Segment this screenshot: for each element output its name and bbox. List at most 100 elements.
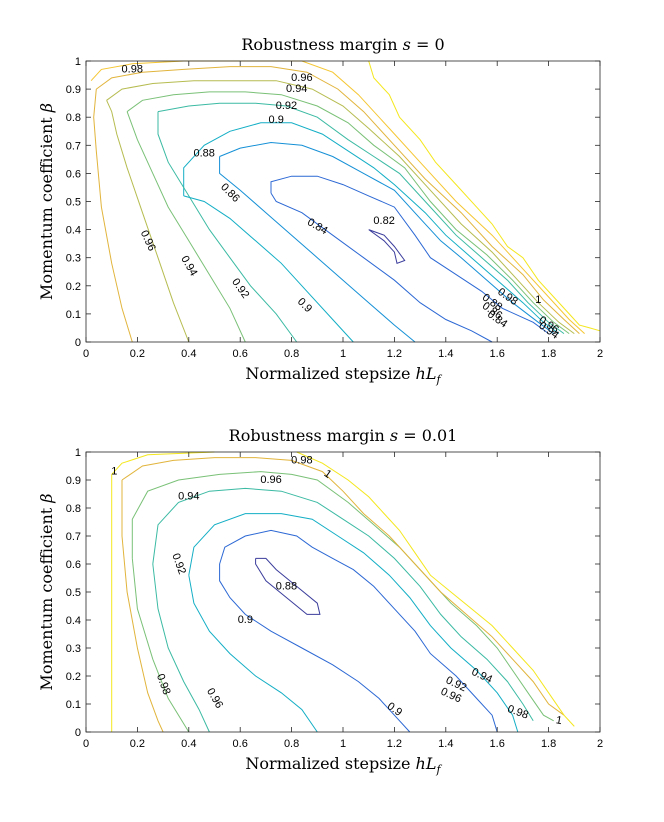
- contour-label: 1: [111, 466, 117, 478]
- y-tick-label: 0.7: [66, 140, 81, 152]
- contour-label: 0.86: [218, 181, 242, 205]
- contour-line: [188, 575, 318, 733]
- contour-label: 0.94: [286, 83, 307, 95]
- contour-label: 0.98: [154, 672, 173, 696]
- contour-line: [368, 60, 601, 332]
- contour-label: 0.9: [385, 700, 404, 719]
- contour-label: 0.98: [122, 63, 143, 75]
- contour-label: 0.9: [269, 114, 284, 126]
- contour-line: [270, 175, 549, 335]
- x-tick-label: 1.6: [490, 738, 505, 750]
- x-tick-label: 1: [340, 348, 346, 360]
- contour-line: [219, 564, 411, 733]
- y-tick-label: 0: [75, 337, 81, 349]
- contour-label: 0.94: [178, 491, 199, 503]
- contour-line: [219, 141, 554, 335]
- y-tick-label: 0.5: [66, 587, 81, 599]
- y-tick-label: 0.3: [66, 253, 81, 265]
- y-tick-label: 0.7: [66, 531, 81, 543]
- contour-line: [270, 192, 493, 343]
- x-axis-label: Normalized stepsize hLf: [245, 754, 442, 776]
- contour-line: [368, 229, 406, 264]
- x-tick-label: 1.8: [541, 738, 556, 750]
- contour-plot-top: 0.980.960.940.920.90.880.860.84 0.820.960…: [37, 35, 603, 386]
- x-tick-label: 1.4: [438, 738, 453, 750]
- contour-label: 0.96: [138, 229, 158, 253]
- x-tick-label: 2: [597, 348, 603, 360]
- contour-label: 0.96: [204, 686, 225, 711]
- contour-label: 1: [322, 468, 334, 481]
- x-tick-label: 0.4: [181, 738, 196, 750]
- contour-line: [229, 60, 585, 334]
- y-tick-label: 0.8: [66, 112, 81, 124]
- contour-label: 0.94: [470, 666, 494, 686]
- x-tick-label: 1.8: [541, 348, 556, 360]
- contour-line: [183, 122, 560, 335]
- y-tick-label: 0: [75, 727, 81, 739]
- contour-line: [131, 471, 554, 722]
- contour-line: [152, 487, 534, 722]
- chart-title: Robustness margin s = 0: [241, 35, 444, 54]
- contour-line: [126, 91, 570, 335]
- contour-label: 0.96: [260, 474, 281, 486]
- contour-label: 0.9: [295, 296, 314, 315]
- contour-line: [152, 563, 210, 733]
- x-tick-label: 1: [340, 738, 346, 750]
- contour-line: [106, 100, 190, 343]
- x-tick-label: 0.4: [181, 348, 196, 360]
- contour-label: 0.82: [373, 215, 394, 227]
- y-tick-label: 1: [75, 56, 81, 68]
- x-tick-label: 0: [83, 348, 89, 360]
- contour-label: 0.92: [169, 552, 188, 576]
- contour-label: 0.88: [276, 580, 297, 592]
- y-tick-label: 0.8: [66, 503, 81, 515]
- y-axis-label: Momentum coefficient β: [37, 103, 56, 300]
- x-tick-label: 2: [597, 738, 603, 750]
- contour-label: 0.9: [238, 614, 253, 626]
- y-tick-label: 0.4: [66, 225, 81, 237]
- y-tick-label: 0.1: [66, 699, 81, 711]
- contour-label: 0.84: [485, 308, 509, 330]
- contour-label: 1: [535, 294, 541, 306]
- x-tick-label: 1.2: [387, 348, 402, 360]
- x-tick-label: 0.2: [130, 738, 145, 750]
- y-tick-label: 1: [75, 447, 81, 459]
- contour-line: [96, 66, 580, 334]
- contour-label: 0.92: [276, 100, 297, 112]
- y-tick-label: 0.2: [66, 281, 81, 293]
- contour-line: [131, 558, 190, 733]
- contour-line: [121, 480, 164, 733]
- contour-line: [219, 529, 498, 733]
- contour-line: [106, 80, 575, 335]
- contour-label: 1: [555, 714, 563, 727]
- contour-line: [111, 451, 215, 732]
- x-axis-label: Normalized stepsize hLf: [245, 364, 442, 386]
- contour-label: 0.96: [291, 72, 312, 84]
- x-tick-label: 1.6: [490, 348, 505, 360]
- axes-box: [85, 60, 601, 343]
- y-tick-label: 0.9: [66, 475, 81, 487]
- x-tick-label: 0.8: [284, 348, 299, 360]
- contour-line: [219, 156, 416, 343]
- x-tick-label: 0.6: [233, 738, 248, 750]
- contour-line: [121, 457, 565, 716]
- y-tick-label: 0.6: [66, 559, 81, 571]
- y-tick-label: 0.1: [66, 309, 81, 321]
- x-tick-label: 0.8: [284, 738, 299, 750]
- contour-label: 0.88: [194, 148, 215, 160]
- contour-line: [183, 195, 354, 343]
- y-tick-label: 0.2: [66, 671, 81, 683]
- contour-line: [188, 513, 519, 733]
- y-tick-label: 0.5: [66, 197, 81, 209]
- x-tick-label: 1.4: [438, 348, 453, 360]
- contour-label: 0.94: [178, 254, 199, 279]
- y-tick-label: 0.9: [66, 84, 81, 96]
- contour-label: 0.84: [305, 216, 330, 237]
- y-tick-label: 0.6: [66, 168, 81, 180]
- contour-line: [255, 557, 321, 615]
- contour-label: 0.98: [506, 703, 530, 722]
- contour-line: [296, 451, 575, 727]
- contour-line: [126, 111, 246, 343]
